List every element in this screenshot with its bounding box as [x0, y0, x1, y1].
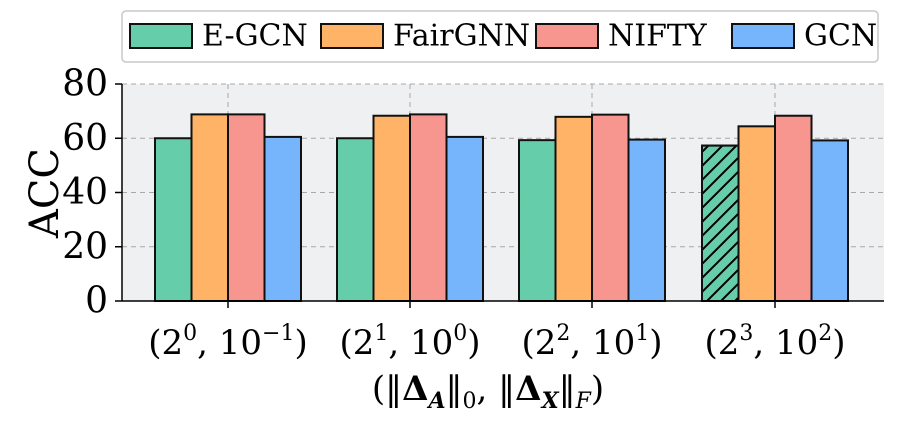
- bar-nifty: [409, 113, 448, 302]
- x-tick-label: (23, 102): [704, 321, 845, 363]
- x-ticks: (20, 10−1) (21, 100) (22, 101) (23, 102): [148, 301, 846, 363]
- legend-swatch-gcn: [731, 23, 795, 49]
- bar-gcn: [445, 135, 484, 302]
- legend-label-e-gcn: E-GCN: [202, 19, 308, 54]
- legend-box: [121, 10, 879, 63]
- x-tick-label: (21, 100): [339, 321, 480, 363]
- legend-swatch-fairgnn: [320, 23, 384, 49]
- bar-fairgnn: [554, 115, 593, 303]
- bar-gcn: [810, 139, 849, 302]
- legend: E-GCN FairGNN NIFTY GCN: [121, 10, 879, 63]
- bars: [154, 113, 849, 303]
- bar-e-gcn: [154, 137, 193, 302]
- bar-fairgnn: [372, 114, 411, 302]
- legend-swatch-e-gcn: [129, 23, 193, 49]
- y-tick-label: 60: [62, 118, 108, 159]
- legend-label-nifty: NIFTY: [608, 19, 708, 54]
- bar-nifty: [774, 114, 813, 302]
- y-tick-label: 80: [62, 64, 108, 105]
- bar-gcn: [263, 135, 302, 302]
- legend-label-gcn: GCN: [804, 19, 877, 54]
- x-tick-label: (20, 10−1): [148, 321, 308, 363]
- bar-nifty: [227, 113, 266, 302]
- y-ticks: 0 20 40 60 80: [62, 64, 122, 322]
- bar-nifty: [591, 113, 630, 303]
- bar-fairgnn: [737, 125, 776, 302]
- bar-e-gcn: [336, 137, 375, 302]
- y-tick-label: 0: [85, 281, 108, 322]
- bar-e-gcn: [518, 139, 557, 302]
- y-tick-label: 20: [62, 226, 108, 267]
- legend-label-fairgnn: FairGNN: [393, 19, 530, 54]
- y-tick-label: 40: [62, 172, 108, 213]
- bar-fairgnn: [190, 113, 229, 302]
- x-tick-label: (22, 101): [521, 321, 662, 363]
- legend-swatch-nifty: [535, 23, 599, 49]
- bar-hatch-e-gcn: [701, 144, 740, 302]
- y-axis-label: ACC: [22, 148, 68, 239]
- bar-gcn: [627, 138, 666, 302]
- x-axis-label: (‖ΔA‖0, ‖ΔX‖F): [372, 369, 604, 414]
